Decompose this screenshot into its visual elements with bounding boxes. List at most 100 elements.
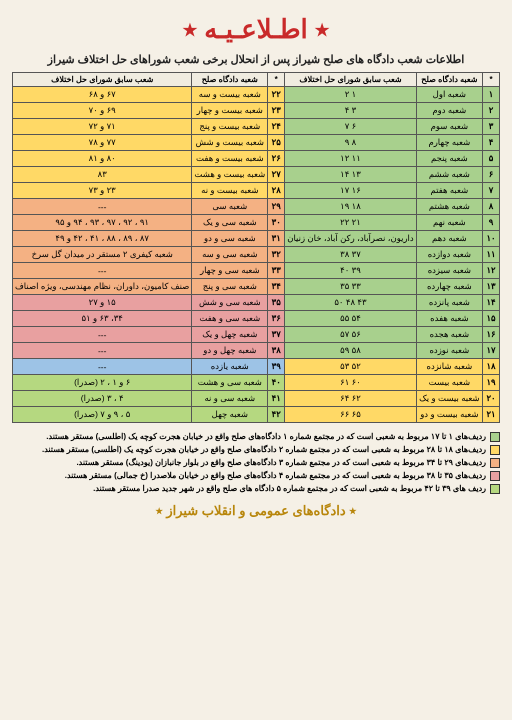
table-cell: ۲۰: [483, 391, 500, 407]
table-cell: ۵: [483, 151, 500, 167]
col-prev-r: شعب سابق شورای حل اختلاف: [285, 73, 417, 87]
table-cell: داریون، نصرآباد، رکن آباد، خان زنیان: [285, 231, 417, 247]
table-row: ۱۴شعبه پانزده۴۳ ۴۸ ۵۰۳۵شعبه سی و شش۱۵ و …: [13, 295, 500, 311]
note-bullet-icon: [490, 445, 500, 455]
table-cell: ۱۶: [483, 327, 500, 343]
table-cell: ---: [13, 343, 192, 359]
table-cell: ۳۳: [268, 263, 285, 279]
table-cell: شعبه سی و سه: [192, 247, 268, 263]
table-cell: ۱۸ ۱۹: [285, 199, 417, 215]
table-cell: ۴۲: [268, 407, 285, 423]
table-cell: ۶۵ ۶۶: [285, 407, 417, 423]
table-row: ۱۳شعبه چهارده۳۳ ۳۵۳۴شعبه سی و پنجصنف کام…: [13, 279, 500, 295]
table-cell: شعبه سی و پنج: [192, 279, 268, 295]
table-cell: ۱۵: [483, 311, 500, 327]
table-row: ۱۶شعبه هجده۵۶ ۵۷۳۷شعبه چهل و یک---: [13, 327, 500, 343]
table-cell: ۲۲: [268, 87, 285, 103]
table-cell: شعبه سی و چهار: [192, 263, 268, 279]
table-cell: ۳ ۴: [285, 103, 417, 119]
note-bullet-icon: [490, 484, 500, 494]
table-row: ۱۱شعبه دوازده۳۷ ۳۸۳۲شعبه سی و سهشعبه کیف…: [13, 247, 500, 263]
table-cell: شعبه سوم: [416, 119, 482, 135]
table-cell: ---: [13, 263, 192, 279]
table-cell: ۶۲ ۶۴: [285, 391, 417, 407]
table-row: ۱۸شعبه شانزده۵۲ ۵۳۳۹شعبه یازده---: [13, 359, 500, 375]
table-cell: ۲۳: [268, 103, 285, 119]
col-num-r: *: [483, 73, 500, 87]
table-cell: شعبه کیفری ۲ مستقر در میدان گل سرخ: [13, 247, 192, 263]
table-cell: شعبه نهم: [416, 215, 482, 231]
table-cell: ۱۴: [483, 295, 500, 311]
table-cell: ۲۹: [268, 199, 285, 215]
table-cell: ۱۶ ۱۷: [285, 183, 417, 199]
table-cell: ۶ ۷: [285, 119, 417, 135]
page-subtitle: اطلاعات شعب دادگاه های صلح شیراز پس از ا…: [12, 53, 500, 66]
footer-note: ردیف‌های ۳۵ تا ۳۸ مربوط به شعبی است که د…: [12, 470, 500, 482]
table-cell: ۵۶ ۵۷: [285, 327, 417, 343]
table-cell: ۳۶: [268, 311, 285, 327]
table-cell: ۳۲: [268, 247, 285, 263]
page: ٭ اطـلاعـیـه ٭ اطلاعات شعب دادگاه های صل…: [0, 0, 512, 529]
table-cell: ۳۵: [268, 295, 285, 311]
table-cell: شعبه دوازده: [416, 247, 482, 263]
table-cell: ۷۱ و ۷۲: [13, 119, 192, 135]
table-cell: ۹: [483, 215, 500, 231]
table-cell: ۳۷ ۳۸: [285, 247, 417, 263]
table-cell: شعبه سیزده: [416, 263, 482, 279]
table-row: ۲۱شعبه بیست و دو۶۵ ۶۶۴۲شعبه چهل۵ ، ۹ و ۷…: [13, 407, 500, 423]
table-row: ۱۹شعبه بیست۶۰ ۶۱۴۰شعبه سی و هشت۶ و ۱ ، ۲…: [13, 375, 500, 391]
table-row: ۲۰شعبه بیست و یک۶۲ ۶۴۴۱شعبه سی و نه۴ ، ۳…: [13, 391, 500, 407]
table-row: ۱۲شعبه سیزده۳۹ ۴۰۳۳شعبه سی و چهار---: [13, 263, 500, 279]
table-cell: شعبه اول: [416, 87, 482, 103]
table-cell: ۱۳ ۱۴: [285, 167, 417, 183]
table-cell: ۱۱: [483, 247, 500, 263]
table-row: ۱۵شعبه هفده۵۴ ۵۵۳۶شعبه سی و هفت۳۴، ۶۳ و …: [13, 311, 500, 327]
col-num-l: *: [268, 73, 285, 87]
table-cell: ۶۰ ۶۱: [285, 375, 417, 391]
table-cell: شعبه بیست و هفت: [192, 151, 268, 167]
table-cell: ۱۳: [483, 279, 500, 295]
table-cell: ۱۹: [483, 375, 500, 391]
table-cell: ۳۹: [268, 359, 285, 375]
table-cell: ۵۸ ۵۹: [285, 343, 417, 359]
table-cell: شعبه هفتم: [416, 183, 482, 199]
table-cell: ۸۰ و ۸۱: [13, 151, 192, 167]
signature: ٭ دادگاه‌های عمومی و انقلاب شیراز ٭: [12, 503, 500, 519]
table-cell: ۲۸: [268, 183, 285, 199]
table-cell: ۳۱: [268, 231, 285, 247]
table-cell: ۷: [483, 183, 500, 199]
table-row: ۱۰شعبه دهمداریون، نصرآباد، رکن آباد، خان…: [13, 231, 500, 247]
col-court-r: شعبه دادگاه صلح: [416, 73, 482, 87]
table-cell: ۲۱: [483, 407, 500, 423]
table-cell: ۳۷: [268, 327, 285, 343]
note-bullet-icon: [490, 458, 500, 468]
table-cell: شعبه سی و شش: [192, 295, 268, 311]
table-cell: ۲۵: [268, 135, 285, 151]
table-cell: ۱: [483, 87, 500, 103]
table-cell: ۱۵ و ۲۷: [13, 295, 192, 311]
table-cell: ۴۱: [268, 391, 285, 407]
table-row: ۲شعبه دوم۳ ۴۲۳شعبه بیست و چهار۶۹ و ۷۰: [13, 103, 500, 119]
table-cell: ۲۷: [268, 167, 285, 183]
table-cell: شعبه سی و یک: [192, 215, 268, 231]
table-row: ۶شعبه ششم۱۳ ۱۴۲۷شعبه بیست و هشت۸۳: [13, 167, 500, 183]
table-cell: ۹۱ ، ۹۲ ، ۹۷ ، ۹۳ ، ۹۴ و ۹۵: [13, 215, 192, 231]
table-cell: شعبه پنجم: [416, 151, 482, 167]
table-cell: شعبه بیست و دو: [416, 407, 482, 423]
table-cell: ۳۸: [268, 343, 285, 359]
table-cell: شعبه چهارده: [416, 279, 482, 295]
table-cell: شعبه چهل و دو: [192, 343, 268, 359]
table-row: ۹شعبه نهم۲۱ ۲۲۳۰شعبه سی و یک۹۱ ، ۹۲ ، ۹۷…: [13, 215, 500, 231]
table-cell: ---: [13, 327, 192, 343]
table-cell: شعبه پانزده: [416, 295, 482, 311]
table-cell: شعبه چهل و یک: [192, 327, 268, 343]
table-cell: ۳۰: [268, 215, 285, 231]
note-text: ردیف‌های ۳۵ تا ۳۸ مربوط به شعبی است که د…: [65, 470, 486, 482]
table-cell: شعبه نوزده: [416, 343, 482, 359]
table-cell: شعبه چهل: [192, 407, 268, 423]
note-bullet-icon: [490, 471, 500, 481]
table-cell: شعبه سی و هشت: [192, 375, 268, 391]
table-cell: ۲۶: [268, 151, 285, 167]
table-cell: ۵۲ ۵۳: [285, 359, 417, 375]
table-row: ۴شعبه چهارم۸ ۹۲۵شعبه بیست و شش۷۷ و ۷۸: [13, 135, 500, 151]
